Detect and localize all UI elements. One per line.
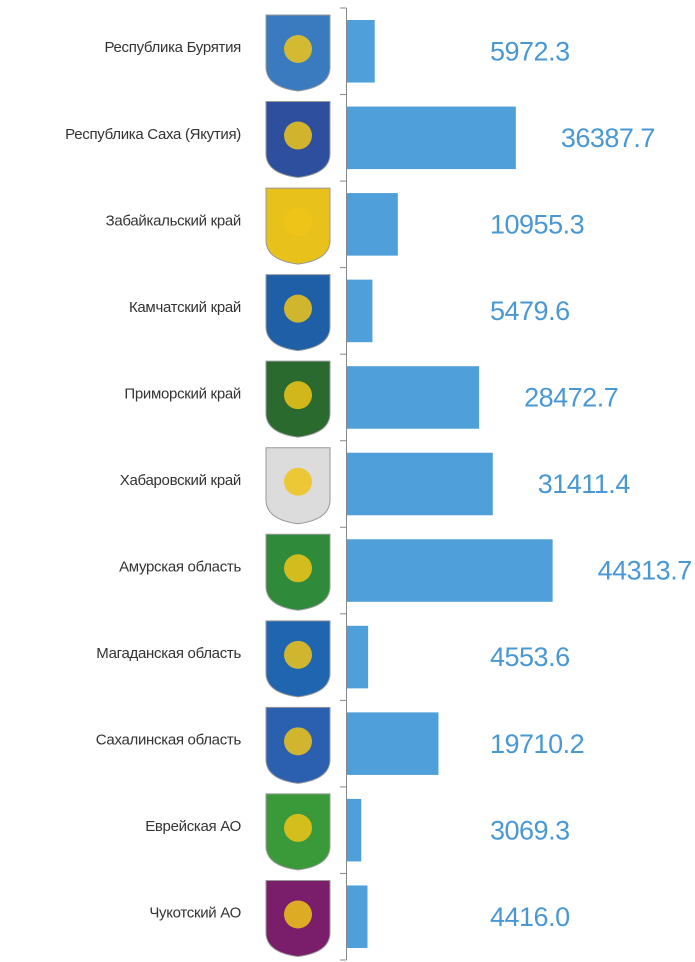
bar [347, 193, 398, 256]
emblem-figure [284, 122, 312, 150]
value-label: 10955.3 [490, 209, 584, 239]
category-label: Амурская область [119, 559, 241, 576]
emblem-figure [284, 641, 312, 669]
emblem [266, 361, 330, 437]
value-label: 5972.3 [490, 36, 570, 66]
bar [347, 453, 493, 516]
bar [347, 626, 368, 689]
bar [347, 885, 367, 948]
emblem [266, 621, 330, 697]
value-label: 4416.0 [490, 902, 570, 932]
emblem-figure [284, 554, 312, 582]
emblem-figure [284, 208, 312, 236]
emblem-figure [284, 468, 312, 496]
emblem [266, 707, 330, 783]
value-label: 3069.3 [490, 815, 570, 845]
emblem [266, 275, 330, 351]
category-label: Чукотский АО [149, 905, 241, 922]
emblem [266, 534, 330, 610]
category-label: Сахалинская область [96, 732, 242, 749]
value-label: 36387.7 [561, 123, 655, 153]
value-label: 44313.7 [598, 556, 692, 586]
category-label: Магаданская область [96, 645, 241, 662]
value-label: 4553.6 [490, 642, 570, 672]
category-label: Республика Саха (Якутия) [65, 126, 241, 143]
emblem-figure [284, 727, 312, 755]
emblem-figure [284, 295, 312, 323]
bar [347, 280, 372, 343]
bar [347, 20, 375, 83]
emblem-figure [284, 814, 312, 842]
category-label: Республика Бурятия [104, 39, 241, 56]
category-label: Приморский край [124, 385, 241, 402]
bar [347, 539, 553, 602]
category-label: Забайкальский край [106, 212, 241, 229]
bar [347, 799, 361, 862]
emblem-figure [284, 900, 312, 928]
value-label: 28472.7 [524, 383, 618, 413]
emblem [266, 880, 330, 956]
category-label: Камчатский край [129, 299, 241, 316]
category-label: Хабаровский край [120, 472, 241, 489]
emblem-figure [284, 381, 312, 409]
value-label: 5479.6 [490, 296, 570, 326]
chart: Республика Бурятия 5972.3 Республика Саха … [0, 0, 695, 962]
bar [347, 712, 438, 775]
emblem [266, 15, 330, 91]
category-label: Еврейская АО [145, 818, 241, 835]
emblem-figure [284, 35, 312, 63]
bar [347, 107, 516, 170]
emblem [266, 794, 330, 870]
emblem [266, 102, 330, 178]
emblem [266, 188, 330, 264]
bar [347, 366, 479, 429]
value-label: 31411.4 [538, 469, 631, 499]
value-label: 19710.2 [490, 729, 584, 759]
emblem [266, 448, 330, 524]
